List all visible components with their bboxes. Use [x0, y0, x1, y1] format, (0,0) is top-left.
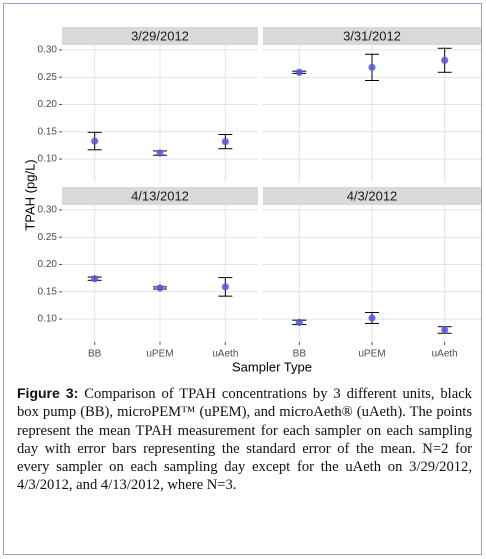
x-tick-label: uPEM [358, 349, 385, 360]
y-tick-label: 0.10 [38, 314, 58, 325]
point [368, 63, 376, 71]
y-tick-label: 0.25 [38, 232, 58, 243]
x-tick-label: BB [293, 349, 307, 360]
point [441, 56, 449, 64]
x-tick-label: uPEM [146, 349, 173, 360]
strip [263, 27, 481, 45]
strip [62, 27, 258, 45]
caption-text: Comparison of TPAH concentrations by 3 d… [17, 386, 472, 494]
y-tick-label: 0.20 [38, 99, 58, 110]
point [441, 326, 449, 334]
panel-title: 3/29/2012 [131, 28, 189, 43]
x-axis-label: Sampler Type [232, 359, 312, 374]
panel-title: 4/13/2012 [131, 188, 189, 203]
figure-label: Figure 3: [17, 385, 79, 401]
strip [62, 187, 258, 205]
caption: Figure 3: Comparison of TPAH concentrati… [17, 384, 472, 495]
point [295, 318, 303, 326]
chart: Sampler Type TPAH (pg/L) 3/29/2012 0.10 0.… [22, 27, 481, 374]
point [295, 68, 303, 76]
point [221, 138, 229, 146]
panel-title: 4/3/2012 [347, 188, 398, 203]
point [156, 284, 164, 292]
point [221, 283, 229, 291]
y-axis-label: TPAH (pg/L) [22, 159, 37, 230]
y-tick-label: 0.25 [38, 72, 58, 83]
y-tick-label: 0.30 [38, 45, 58, 56]
x-tick-label: uAeth [212, 349, 238, 360]
y-tick-label: 0.20 [38, 259, 58, 270]
point [91, 137, 99, 145]
y-tick-label: 0.15 [38, 126, 58, 137]
y-tick-label: 0.15 [38, 286, 58, 297]
point [91, 275, 99, 283]
x-tick-label: uAeth [432, 349, 458, 360]
point [368, 314, 376, 322]
y-tick-label: 0.10 [38, 154, 58, 165]
point [156, 149, 164, 157]
panel-title: 3/31/2012 [343, 28, 401, 43]
x-tick-label: BB [88, 349, 102, 360]
strip [263, 187, 481, 205]
y-tick-label: 0.30 [38, 205, 58, 216]
